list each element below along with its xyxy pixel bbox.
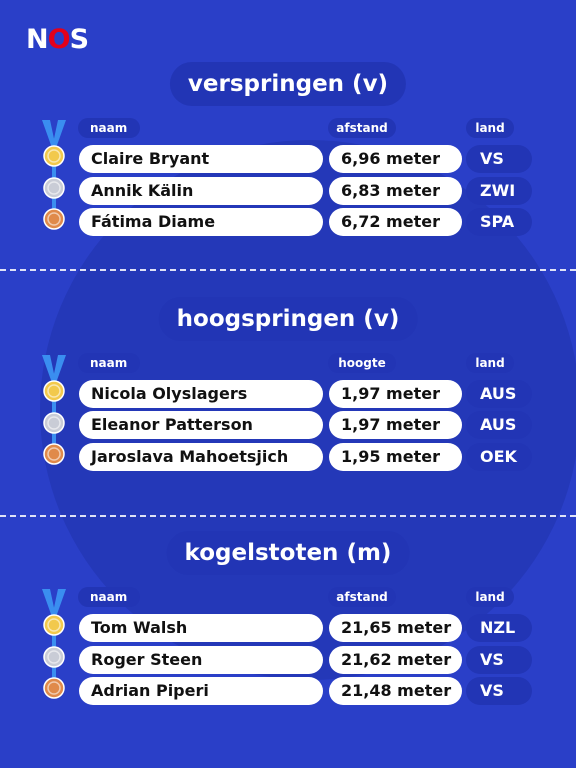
country-code: ZWI — [466, 177, 532, 205]
medal-ribbon-icon — [40, 118, 68, 238]
bronze-medal-icon — [43, 677, 65, 699]
medal-inner-ring — [47, 447, 61, 461]
ribbon-right — [52, 589, 66, 617]
silver-medal-icon — [43, 177, 65, 199]
medal-ribbon-icon — [40, 587, 68, 707]
medal-inner-ring — [47, 149, 61, 163]
silver-medal-icon — [43, 646, 65, 668]
result-value: 21,62 meter — [329, 646, 462, 674]
column-header-value: afstand — [328, 118, 396, 138]
ribbon-link — [52, 429, 56, 449]
ribbon-left — [42, 589, 56, 617]
country-code: SPA — [466, 208, 532, 236]
result-value: 1,97 meter — [329, 411, 462, 439]
gold-medal-icon — [43, 145, 65, 167]
column-header-naam: naam — [78, 587, 140, 607]
medal-inner-ring — [47, 681, 61, 695]
column-header-value: hoogte — [328, 353, 396, 373]
table-row: Roger Steen 21,62 meter VS — [0, 646, 576, 674]
column-header-land: land — [466, 353, 514, 373]
silver-medal-icon — [43, 412, 65, 434]
medal-inner-ring — [47, 181, 61, 195]
section-divider — [0, 515, 576, 517]
ribbon-right — [52, 355, 66, 383]
ribbon-link — [52, 194, 56, 214]
medal-inner-ring — [47, 618, 61, 632]
athlete-name: Fátima Diame — [79, 208, 323, 236]
result-value: 6,72 meter — [329, 208, 462, 236]
table-row: Annik Kälin 6,83 meter ZWI — [0, 177, 576, 205]
table-row: Jaroslava Mahoetsjich 1,95 meter OEK — [0, 443, 576, 471]
section-title: hoogspringen (v) — [158, 297, 418, 341]
ribbon-right — [52, 120, 66, 148]
country-code: VS — [466, 145, 532, 173]
table-row: Claire Bryant 6,96 meter VS — [0, 145, 576, 173]
result-value: 6,83 meter — [329, 177, 462, 205]
column-header-land: land — [466, 118, 514, 138]
section-title: kogelstoten (m) — [166, 531, 410, 575]
table-row: Adrian Piperi 21,48 meter VS — [0, 677, 576, 705]
result-value: 6,96 meter — [329, 145, 462, 173]
table-row: Tom Walsh 21,65 meter NZL — [0, 614, 576, 642]
table-row: Fátima Diame 6,72 meter SPA — [0, 208, 576, 236]
athlete-name: Roger Steen — [79, 646, 323, 674]
gold-medal-icon — [43, 614, 65, 636]
country-code: VS — [466, 677, 532, 705]
column-header-naam: naam — [78, 353, 140, 373]
athlete-name: Eleanor Patterson — [79, 411, 323, 439]
table-row: Eleanor Patterson 1,97 meter AUS — [0, 411, 576, 439]
ribbon-link — [52, 663, 56, 683]
country-code: AUS — [466, 411, 532, 439]
medal-inner-ring — [47, 650, 61, 664]
column-header-naam: naam — [78, 118, 140, 138]
result-value: 21,48 meter — [329, 677, 462, 705]
bronze-medal-icon — [43, 443, 65, 465]
country-code: AUS — [466, 380, 532, 408]
ribbon-link — [52, 631, 56, 651]
column-header-land: land — [466, 587, 514, 607]
athlete-name: Tom Walsh — [79, 614, 323, 642]
result-value: 1,95 meter — [329, 443, 462, 471]
ribbon-link — [52, 162, 56, 182]
section-divider — [0, 269, 576, 271]
bronze-medal-icon — [43, 208, 65, 230]
column-header-value: afstand — [328, 587, 396, 607]
medal-inner-ring — [47, 384, 61, 398]
gold-medal-icon — [43, 380, 65, 402]
country-code: VS — [466, 646, 532, 674]
ribbon-left — [42, 355, 56, 383]
nos-logo: NOS — [26, 24, 89, 55]
country-code: NZL — [466, 614, 532, 642]
athlete-name: Nicola Olyslagers — [79, 380, 323, 408]
athlete-name: Claire Bryant — [79, 145, 323, 173]
medal-inner-ring — [47, 416, 61, 430]
medal-inner-ring — [47, 212, 61, 226]
athlete-name: Adrian Piperi — [79, 677, 323, 705]
athlete-name: Jaroslava Mahoetsjich — [79, 443, 323, 471]
athlete-name: Annik Kälin — [79, 177, 323, 205]
result-value: 21,65 meter — [329, 614, 462, 642]
result-value: 1,97 meter — [329, 380, 462, 408]
section-title: verspringen (v) — [169, 62, 407, 106]
country-code: OEK — [466, 443, 532, 471]
table-row: Nicola Olyslagers 1,97 meter AUS — [0, 380, 576, 408]
medal-ribbon-icon — [40, 353, 68, 473]
ribbon-left — [42, 120, 56, 148]
ribbon-link — [52, 397, 56, 417]
